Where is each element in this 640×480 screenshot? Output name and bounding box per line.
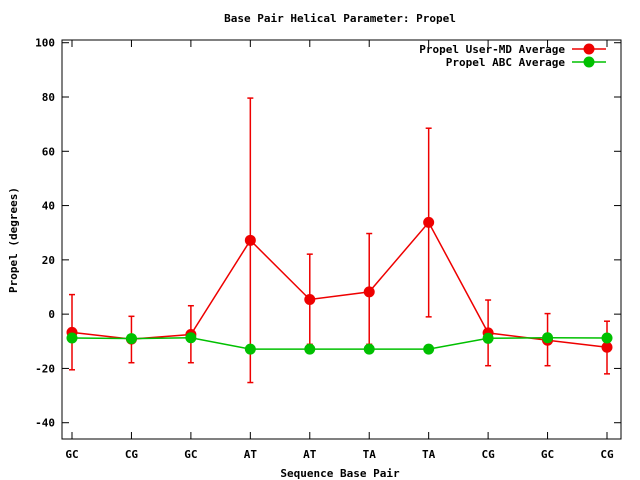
y-tick-label: -40 <box>35 417 55 430</box>
x-axis-label: Sequence Base Pair <box>280 467 400 480</box>
x-tick-label: AT <box>303 448 317 461</box>
series-2 <box>66 332 613 355</box>
y-tick-label: 100 <box>35 37 55 50</box>
y-tick-label: 60 <box>42 145 55 158</box>
plot-frame <box>61 39 622 440</box>
y-axis-label: Propel (degrees) <box>7 187 20 293</box>
data-point <box>601 332 613 344</box>
x-tick-label: GC <box>184 448 197 461</box>
data-point <box>482 332 494 344</box>
data-point <box>185 332 197 344</box>
data-point <box>363 286 375 298</box>
legend-label: Propel User-MD Average <box>419 43 565 56</box>
legend-marker <box>583 56 595 68</box>
y-tick-label: -20 <box>35 362 55 375</box>
x-tick-label: CG <box>600 448 614 461</box>
x-tick-label: TA <box>422 448 436 461</box>
data-point <box>601 341 613 353</box>
data-point <box>542 332 554 344</box>
legend-label: Propel ABC Average <box>446 56 566 69</box>
series-line <box>71 221 608 349</box>
y-tick-label: 80 <box>42 91 55 104</box>
y-tick-label: 20 <box>42 254 55 267</box>
series-line <box>71 337 608 350</box>
x-axis: GC CG GC AT AT TA TA CG GC CG <box>65 40 614 461</box>
x-tick-label: TA <box>363 448 377 461</box>
y-tick-label: 0 <box>48 308 55 321</box>
x-tick-label: AT <box>244 448 258 461</box>
y-axis: -40 -20 0 20 40 60 80 100 <box>35 37 621 430</box>
series-1 <box>66 97 613 384</box>
series-layer <box>66 97 613 384</box>
x-tick-label: GC <box>541 448 554 461</box>
data-point <box>304 293 316 305</box>
data-point <box>363 343 375 355</box>
data-point <box>304 343 316 355</box>
x-tick-label: CG <box>481 448 495 461</box>
data-point <box>66 332 78 344</box>
data-point <box>423 343 435 355</box>
x-tick-label: CG <box>125 448 139 461</box>
data-point <box>244 343 256 355</box>
data-point <box>423 216 435 228</box>
data-point <box>125 333 137 345</box>
x-tick-label: GC <box>65 448 78 461</box>
y-tick-label: 40 <box>42 200 55 213</box>
data-point <box>244 234 256 246</box>
chart-title: Base Pair Helical Parameter: Propel <box>224 12 456 25</box>
legend-marker <box>583 43 595 55</box>
